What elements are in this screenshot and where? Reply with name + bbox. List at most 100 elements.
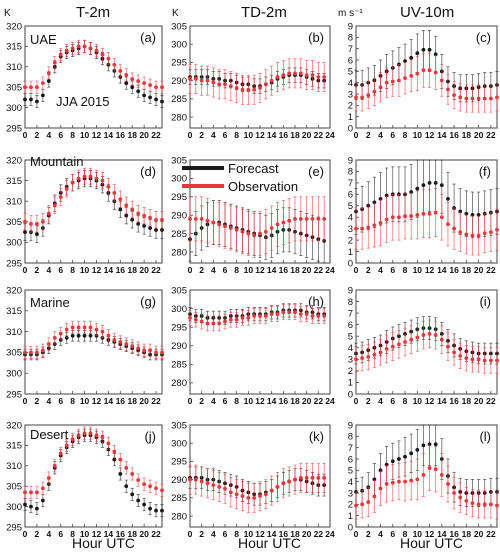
y-tick-label: 290 <box>171 475 187 486</box>
data-point <box>378 486 383 491</box>
x-tick-label: 14 <box>267 396 277 406</box>
data-point <box>421 211 426 216</box>
data-point <box>409 337 414 342</box>
data-point <box>354 503 358 508</box>
data-point <box>40 498 45 503</box>
column-title-td2m: TD-2m <box>241 4 287 21</box>
data-point <box>258 494 262 498</box>
data-point <box>384 482 389 486</box>
x-tick-label: 20 <box>139 265 149 275</box>
y-tick-label: 6 <box>348 190 353 201</box>
data-point <box>188 477 192 482</box>
data-point <box>427 68 432 73</box>
series-forecast <box>23 330 164 361</box>
y-tick-label: 2 <box>348 500 353 511</box>
data-point <box>106 333 111 338</box>
y-tick-label: 290 <box>171 341 187 352</box>
x-tick-label: 10 <box>244 396 254 406</box>
y-tick-label: 295 <box>6 258 22 269</box>
data-point <box>409 73 414 78</box>
x-tick-label: 10 <box>244 265 254 275</box>
data-point <box>415 448 420 452</box>
x-tick-label: 0 <box>354 396 359 406</box>
x-tick-label: 20 <box>139 529 149 539</box>
data-point <box>142 81 147 86</box>
x-tick-label: 6 <box>223 529 228 539</box>
x-tick-label: 0 <box>23 130 28 140</box>
y-tick-label: 6 <box>348 55 353 66</box>
data-point <box>160 85 164 90</box>
data-point <box>64 327 69 332</box>
x-tick-label: 2 <box>199 529 204 539</box>
y-tick-label: 300 <box>6 103 22 114</box>
data-point <box>40 81 45 86</box>
data-point <box>458 230 463 235</box>
region-label-uae: UAE <box>30 32 57 47</box>
x-tick-label: 20 <box>139 130 149 140</box>
data-point <box>298 312 303 317</box>
data-point <box>415 335 420 340</box>
x-tick-label: 6 <box>223 396 228 406</box>
y-tick-label: 290 <box>171 210 187 221</box>
data-point <box>464 499 469 503</box>
data-point <box>228 84 233 89</box>
panel-label: (e) <box>308 164 324 179</box>
x-tick-label: 0 <box>188 529 193 539</box>
x-tick-label: 16 <box>449 396 459 406</box>
data-point <box>64 186 69 191</box>
series-observation <box>188 304 327 332</box>
panel-frame <box>355 424 498 528</box>
x-tick-label: 2 <box>366 265 371 275</box>
x-tick-label: 16 <box>449 529 459 539</box>
data-point <box>23 490 27 495</box>
x-tick-label: 22 <box>151 130 161 140</box>
data-point <box>316 314 321 318</box>
x-tick-label: 12 <box>255 396 265 406</box>
data-point <box>269 312 274 317</box>
data-point <box>427 466 432 470</box>
y-tick-label: 310 <box>6 62 22 73</box>
data-point <box>142 482 147 487</box>
data-point <box>372 494 377 499</box>
data-point <box>142 224 147 228</box>
data-point <box>310 475 315 480</box>
data-point <box>217 222 222 227</box>
data-point <box>281 310 286 315</box>
x-tick-label: 18 <box>290 130 300 140</box>
column-headers: K T-2m K TD-2m m s⁻¹ UV-10m <box>4 4 454 21</box>
x-tick-label: 16 <box>279 130 289 140</box>
x-tick-label: 6 <box>390 529 395 539</box>
y-tick-label: 305 <box>6 348 22 359</box>
data-point <box>35 350 39 355</box>
x-tick-label: 12 <box>255 265 265 275</box>
data-point <box>360 502 365 507</box>
data-point <box>433 180 438 185</box>
data-point <box>298 475 303 480</box>
data-point <box>403 479 407 484</box>
data-point <box>378 85 383 90</box>
x-tick-label: 2 <box>366 130 371 140</box>
data-point <box>421 68 426 73</box>
y-tick-label: 3 <box>348 355 353 366</box>
data-point <box>281 220 286 225</box>
x-tick-label: 12 <box>255 130 265 140</box>
data-point <box>130 472 135 476</box>
y-tick-label: 9 <box>348 155 353 166</box>
data-point <box>64 443 69 448</box>
data-point <box>82 431 87 436</box>
data-point <box>124 484 129 489</box>
data-point <box>234 317 239 322</box>
data-point <box>366 225 371 230</box>
y-tick-label: 3 <box>348 224 353 235</box>
data-point <box>409 451 414 456</box>
x-tick-label: 10 <box>413 130 423 140</box>
data-point <box>482 358 487 363</box>
data-point <box>263 314 268 318</box>
data-point <box>433 442 438 447</box>
data-point <box>482 96 487 101</box>
data-point <box>360 95 365 100</box>
data-point <box>488 96 493 101</box>
